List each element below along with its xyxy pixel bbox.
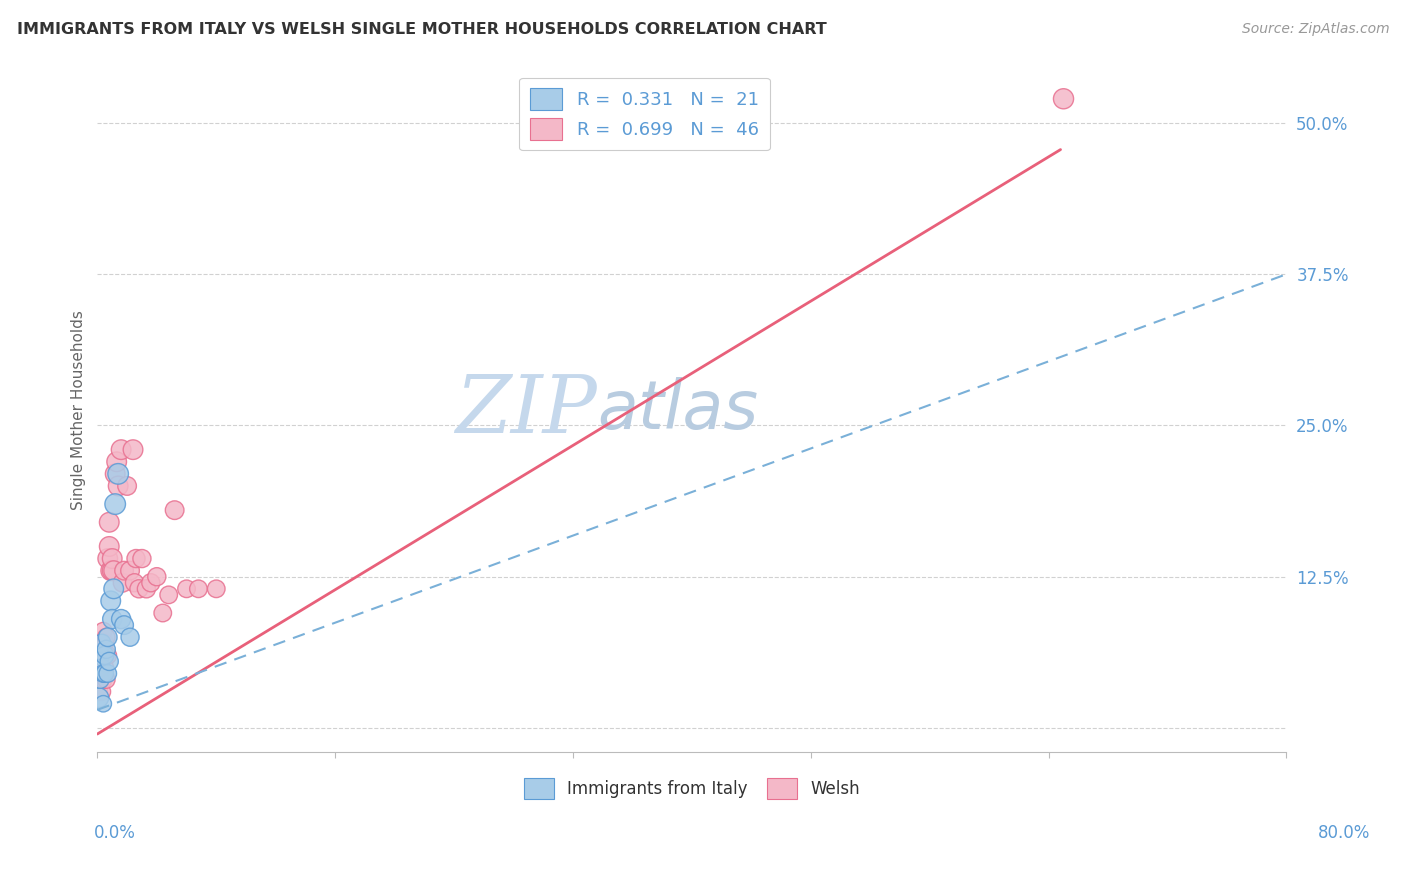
Point <box>97 630 120 644</box>
Point <box>176 582 198 596</box>
Text: Source: ZipAtlas.com: Source: ZipAtlas.com <box>1241 22 1389 37</box>
Point <box>146 570 169 584</box>
Point <box>90 636 112 650</box>
Text: atlas: atlas <box>596 377 758 443</box>
Point <box>90 684 112 698</box>
Text: 0.0%: 0.0% <box>94 824 136 842</box>
Point <box>89 648 111 663</box>
Point <box>118 564 141 578</box>
Point <box>205 582 228 596</box>
Point <box>107 479 129 493</box>
Point <box>94 660 117 674</box>
Point <box>101 564 124 578</box>
Point <box>101 551 124 566</box>
Point <box>89 673 111 687</box>
Point <box>157 588 180 602</box>
Point <box>104 497 127 511</box>
Point <box>90 660 112 674</box>
Point <box>94 648 117 663</box>
Point <box>87 660 110 674</box>
Point <box>90 636 112 650</box>
Point <box>91 673 114 687</box>
Point <box>100 594 122 608</box>
Point <box>128 582 150 596</box>
Point <box>115 479 138 493</box>
Point <box>94 636 117 650</box>
Point <box>124 575 146 590</box>
Point <box>94 666 117 681</box>
Point <box>163 503 186 517</box>
Point <box>131 551 153 566</box>
Point <box>87 690 110 705</box>
Point <box>96 673 118 687</box>
Point <box>97 648 120 663</box>
Point <box>187 582 209 596</box>
Point <box>122 442 145 457</box>
Legend: Immigrants from Italy, Welsh: Immigrants from Italy, Welsh <box>517 772 868 805</box>
Point <box>91 666 114 681</box>
Point <box>1052 92 1074 106</box>
Point <box>103 564 125 578</box>
Y-axis label: Single Mother Households: Single Mother Households <box>72 310 86 510</box>
Point <box>118 630 141 644</box>
Point <box>91 648 114 663</box>
Point <box>110 612 132 626</box>
Point <box>98 515 121 529</box>
Point <box>89 673 111 687</box>
Point <box>98 540 121 554</box>
Point <box>105 455 128 469</box>
Point <box>104 467 127 481</box>
Text: IMMIGRANTS FROM ITALY VS WELSH SINGLE MOTHER HOUSEHOLDS CORRELATION CHART: IMMIGRANTS FROM ITALY VS WELSH SINGLE MO… <box>17 22 827 37</box>
Point <box>107 467 129 481</box>
Point <box>87 684 110 698</box>
Point <box>91 624 114 639</box>
Point <box>89 648 111 663</box>
Point <box>101 612 124 626</box>
Point <box>110 442 132 457</box>
Point <box>91 697 114 711</box>
Text: 80.0%: 80.0% <box>1317 824 1371 842</box>
Point <box>125 551 148 566</box>
Point <box>97 666 120 681</box>
Point <box>111 575 134 590</box>
Point <box>90 660 112 674</box>
Point <box>112 618 135 632</box>
Point <box>100 564 122 578</box>
Point <box>97 551 120 566</box>
Point <box>96 648 118 663</box>
Point <box>98 654 121 668</box>
Point <box>103 582 125 596</box>
Point <box>139 575 162 590</box>
Point <box>152 606 174 620</box>
Point <box>135 582 157 596</box>
Point <box>112 564 135 578</box>
Point <box>96 630 118 644</box>
Text: ZIP: ZIP <box>456 372 596 449</box>
Point <box>96 642 118 657</box>
